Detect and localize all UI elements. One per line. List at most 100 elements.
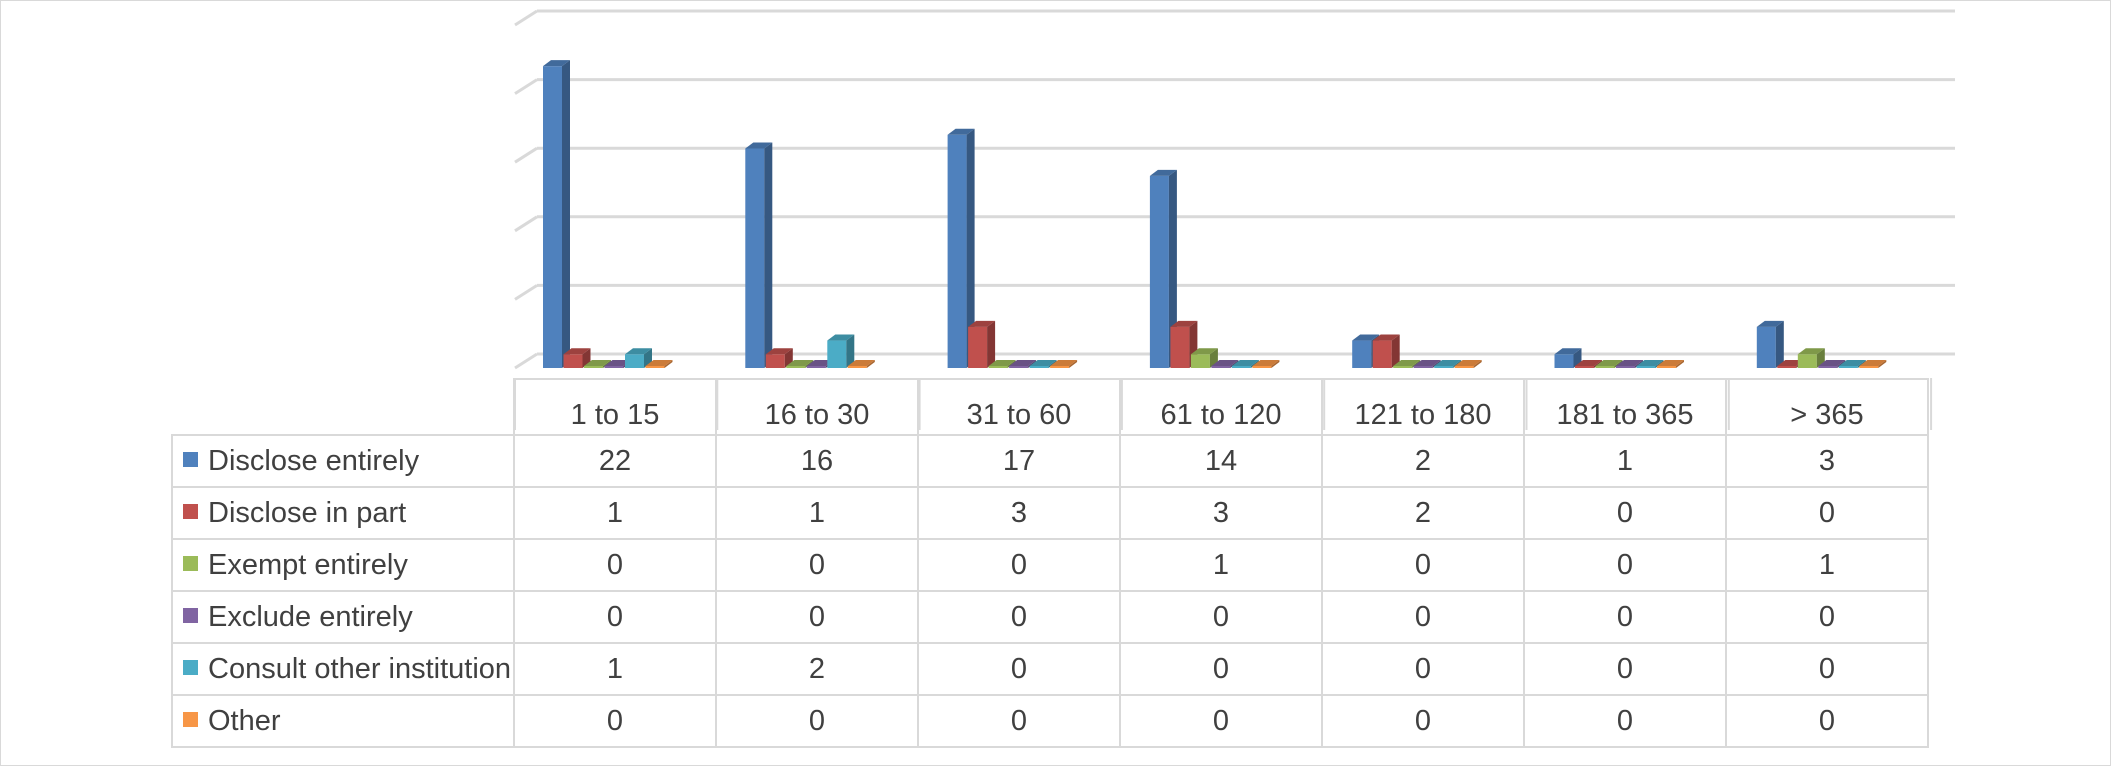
data-value-cell: 0 bbox=[715, 694, 919, 748]
data-value-cell: 17 bbox=[917, 434, 1121, 488]
bar bbox=[947, 128, 975, 368]
bar bbox=[1372, 334, 1400, 368]
data-value-cell: 0 bbox=[917, 642, 1121, 696]
data-value-cell: 0 bbox=[1523, 590, 1727, 644]
series-legend-cell: Exempt entirely bbox=[171, 538, 515, 592]
data-value-cell: 1 bbox=[1523, 434, 1727, 488]
category-label: 121 to 180 bbox=[1321, 378, 1525, 436]
data-value-cell: 1 bbox=[513, 642, 717, 696]
data-value-cell: 0 bbox=[1725, 694, 1929, 748]
legend-swatch bbox=[183, 712, 198, 728]
series-legend-cell: Consult other institution bbox=[171, 642, 515, 696]
data-value-cell: 0 bbox=[513, 538, 717, 592]
category-label: 31 to 60 bbox=[917, 378, 1121, 436]
bar bbox=[847, 360, 875, 368]
series-name: Disclose entirely bbox=[208, 444, 420, 477]
bar bbox=[1050, 360, 1078, 368]
data-value-cell: 1 bbox=[715, 486, 919, 540]
series-name: Exempt entirely bbox=[208, 548, 408, 581]
data-value-cell: 0 bbox=[1321, 642, 1525, 696]
bar bbox=[1149, 169, 1177, 368]
series-legend-cell: Disclose entirely bbox=[171, 434, 515, 488]
data-value-cell: 1 bbox=[513, 486, 717, 540]
series-row: Consult other institution 1 2 0 0 0 0 0 bbox=[171, 642, 1929, 696]
data-value-cell: 0 bbox=[1321, 538, 1525, 592]
series-row: Exempt entirely 0 0 0 1 0 0 1 bbox=[171, 538, 1929, 592]
series-row: Exclude entirely 0 0 0 0 0 0 0 bbox=[171, 590, 1929, 644]
gridline-depth bbox=[514, 9, 538, 27]
data-value-cell: 0 bbox=[1725, 486, 1929, 540]
data-value-cell: 3 bbox=[1725, 434, 1929, 488]
bar bbox=[1756, 320, 1784, 368]
series-row: Other 0 0 0 0 0 0 0 bbox=[171, 694, 1929, 748]
table-corner bbox=[172, 379, 515, 436]
legend-swatch bbox=[183, 608, 198, 624]
data-value-cell: 0 bbox=[513, 694, 717, 748]
series-name: Consult other institution bbox=[208, 652, 512, 685]
data-value-cell: 0 bbox=[1321, 694, 1525, 748]
gridline-depth bbox=[514, 146, 538, 164]
data-value-cell: 0 bbox=[917, 694, 1121, 748]
series-legend-cell: Exclude entirely bbox=[171, 590, 515, 644]
data-value-cell: 0 bbox=[715, 538, 919, 592]
data-value-cell: 0 bbox=[1725, 642, 1929, 696]
bar bbox=[1657, 360, 1684, 368]
series-row: Disclose in part 1 1 3 3 2 0 0 bbox=[171, 486, 1929, 540]
bar bbox=[1859, 360, 1887, 368]
data-value-cell: 16 bbox=[715, 434, 919, 488]
bar bbox=[1454, 360, 1482, 368]
data-value-cell: 2 bbox=[1321, 486, 1525, 540]
gridline-depth bbox=[514, 215, 538, 233]
data-value-cell: 2 bbox=[715, 642, 919, 696]
data-value-cell: 0 bbox=[1523, 486, 1727, 540]
data-value-cell: 14 bbox=[1119, 434, 1323, 488]
legend-swatch bbox=[183, 660, 198, 676]
bar bbox=[827, 334, 855, 368]
data-value-cell: 3 bbox=[1119, 486, 1323, 540]
data-value-cell: 1 bbox=[1725, 538, 1929, 592]
legend-swatch bbox=[183, 452, 198, 468]
bar bbox=[1190, 348, 1218, 368]
data-value-cell: 2 bbox=[1321, 434, 1525, 488]
bar bbox=[968, 320, 996, 368]
data-value-cell: 0 bbox=[1119, 642, 1323, 696]
bar bbox=[645, 360, 673, 368]
data-value-cell: 0 bbox=[715, 590, 919, 644]
data-value-cell: 22 bbox=[513, 434, 717, 488]
data-value-cell: 0 bbox=[917, 538, 1121, 592]
series-legend-cell: Disclose in part bbox=[171, 486, 515, 540]
data-value-cell: 0 bbox=[1523, 642, 1727, 696]
series-name: Exclude entirely bbox=[208, 600, 413, 633]
gridlines bbox=[514, 9, 1955, 370]
data-value-cell: 0 bbox=[1321, 590, 1525, 644]
gridline-depth bbox=[514, 352, 538, 370]
category-label: 181 to 365 bbox=[1523, 378, 1727, 436]
data-value-cell: 0 bbox=[917, 590, 1121, 644]
category-label: > 365 bbox=[1725, 378, 1929, 436]
data-value-cell: 0 bbox=[1119, 694, 1323, 748]
bar bbox=[1252, 360, 1280, 368]
data-value-cell: 0 bbox=[1523, 538, 1727, 592]
gridline-depth bbox=[514, 284, 538, 301]
legend-swatch bbox=[183, 504, 198, 520]
category-label: 16 to 30 bbox=[715, 378, 919, 436]
data-value-cell: 0 bbox=[1119, 590, 1323, 644]
bar bbox=[745, 142, 773, 368]
series-legend-cell: Other bbox=[171, 694, 515, 748]
bar bbox=[543, 60, 570, 368]
series-name: Other bbox=[208, 704, 281, 737]
chart-data-table: 1 to 15 16 to 30 31 to 60 61 to 120 121 … bbox=[171, 378, 1929, 748]
data-value-cell: 0 bbox=[1523, 694, 1727, 748]
data-value-cell: 1 bbox=[1119, 538, 1323, 592]
bars bbox=[543, 60, 1887, 368]
series-name: Disclose in part bbox=[208, 496, 407, 529]
category-header-row: 1 to 15 16 to 30 31 to 60 61 to 120 121 … bbox=[172, 378, 1929, 436]
data-value-cell: 3 bbox=[917, 486, 1121, 540]
category-label: 61 to 120 bbox=[1119, 378, 1323, 436]
legend-swatch bbox=[183, 556, 198, 572]
gridline-depth bbox=[514, 78, 538, 95]
data-value-cell: 0 bbox=[1725, 590, 1929, 644]
bar bbox=[1554, 348, 1582, 368]
bar bbox=[1797, 348, 1825, 368]
data-value-cell: 0 bbox=[513, 590, 717, 644]
